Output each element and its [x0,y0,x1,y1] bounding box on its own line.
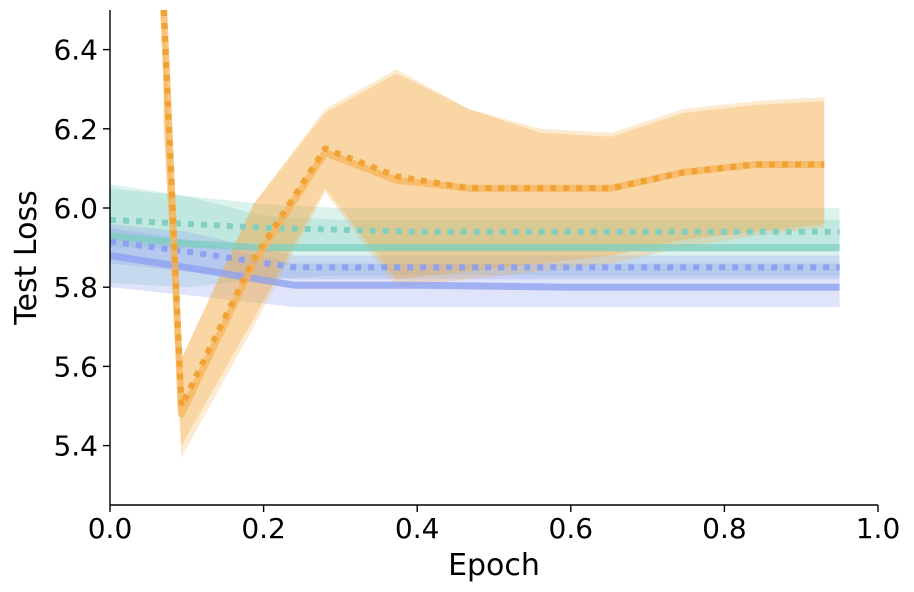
x-axis-title: Epoch [448,548,540,583]
line-blue-solid [109,252,840,291]
band-teal-solid [110,184,840,288]
y-tick-label: 5.4 [53,430,98,463]
y-tick-label: 6.2 [53,113,98,146]
line-orange-dotted [160,9,825,409]
y-ticks: 5.4 5.6 5.8 6.0 6.2 6.4 [53,34,110,463]
y-tick-label: 5.8 [53,271,98,304]
band-orange-dotted [163,10,825,446]
x-tick-label: 0.0 [88,512,133,545]
axes [109,10,878,506]
band-teal-dotted [110,188,840,252]
x-ticks: 0.0 0.2 0.4 0.6 0.8 1.0 [88,505,901,545]
band-orange-solid [163,10,825,458]
y-tick-label: 5.6 [53,350,98,383]
x-tick-label: 0.6 [549,512,594,545]
series-lines [109,9,840,418]
line-teal-solid [109,232,840,252]
x-tick-label: 0.4 [395,512,440,545]
y-axis-title: Test Loss [9,190,44,325]
line-teal-dotted [109,216,840,235]
line-blue-dotted [109,238,840,271]
x-tick-label: 1.0 [856,512,901,545]
y-tick-label: 6.4 [53,34,98,67]
x-tick-label: 0.2 [241,512,286,545]
x-tick-label: 0.8 [702,512,747,545]
y-tick-label: 6.0 [53,192,98,225]
